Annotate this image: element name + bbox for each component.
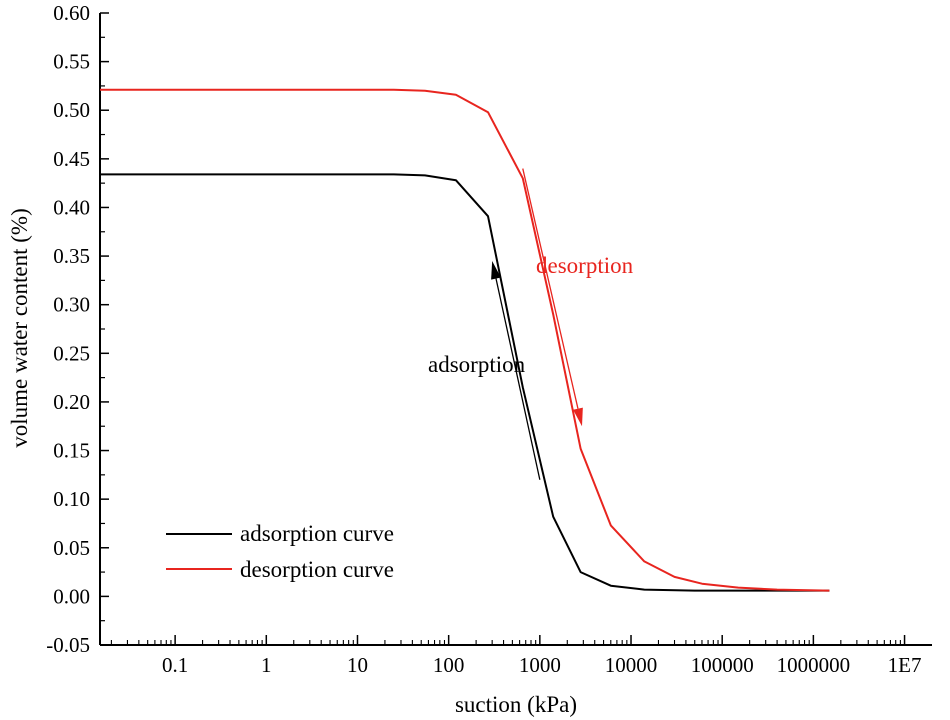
y-tick-label: 0.40 (53, 195, 90, 219)
annotation-arrow-line (495, 278, 541, 480)
legend-label-desorption: desorption curve (240, 557, 394, 582)
x-tick-label: 1000 (519, 653, 561, 677)
x-tick-label: 10 (347, 653, 368, 677)
y-tick-label: 0.45 (53, 147, 90, 171)
x-tick-label: 1000000 (777, 653, 851, 677)
x-axis-title: suction (kPa) (455, 692, 577, 717)
legend: adsorption curve desorption curve (166, 521, 394, 582)
x-tick-label: 0.1 (162, 653, 188, 677)
x-tick-label: 1E7 (888, 653, 922, 677)
y-tick-label: 0.05 (53, 536, 90, 560)
series-line-desorption (100, 88, 830, 592)
x-tick-label: 1 (261, 653, 272, 677)
x-axis-ticks: 0.1 1 10 100 1000 10000 100000 1000000 1E7 (110, 635, 922, 677)
annotation-desorption: desorption (536, 253, 634, 278)
x-tick-label: 10000 (605, 653, 658, 677)
y-axis-title: volume water content (%) (7, 208, 32, 448)
legend-label-adsorption: adsorption curve (240, 521, 394, 546)
y-tick-label: 0.00 (53, 584, 90, 608)
y-tick-label: 0.50 (53, 98, 90, 122)
annotation-arrow-line (522, 168, 579, 409)
annotation-arrow-head (491, 260, 501, 280)
y-tick-label: 0.15 (53, 439, 90, 463)
series-line-adsorption (100, 173, 830, 592)
x-tick-label: 100000 (691, 653, 754, 677)
x-tick-label: 100 (433, 653, 465, 677)
y-tick-label: 0.35 (53, 244, 90, 268)
y-tick-label: 0.20 (53, 390, 90, 414)
y-tick-label: 0.10 (53, 487, 90, 511)
y-tick-label: 0.25 (53, 341, 90, 365)
annotation-arrow-head (573, 407, 583, 427)
y-axis-ticks: -0.05 0.00 0.05 0.10 0.15 0.20 0.25 0.30 0.35 0.4… (46, 1, 109, 657)
y-tick-label: 0.30 (53, 293, 90, 317)
annotation-adsorption: adsorption (428, 352, 526, 377)
y-tick-label: 0.60 (53, 1, 90, 25)
y-tick-label: 0.55 (53, 50, 90, 74)
y-tick-label: -0.05 (46, 633, 90, 657)
plot-frame (99, 13, 932, 646)
series-group (100, 88, 830, 592)
annotations-group (491, 168, 583, 480)
